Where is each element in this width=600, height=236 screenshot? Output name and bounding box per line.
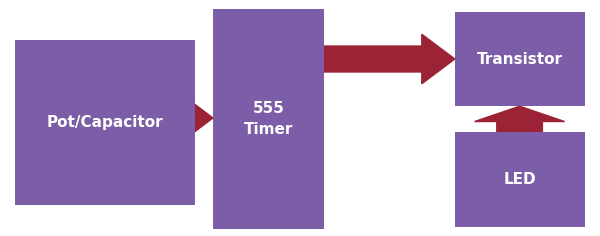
FancyArrow shape bbox=[324, 34, 455, 84]
Text: LED: LED bbox=[503, 172, 536, 187]
FancyBboxPatch shape bbox=[213, 9, 324, 229]
Text: Transistor: Transistor bbox=[477, 51, 563, 67]
FancyBboxPatch shape bbox=[15, 40, 195, 205]
FancyArrow shape bbox=[180, 93, 213, 143]
Text: 555
Timer: 555 Timer bbox=[244, 101, 293, 137]
FancyBboxPatch shape bbox=[455, 132, 585, 227]
Text: Pot/Capacitor: Pot/Capacitor bbox=[47, 115, 163, 130]
FancyArrow shape bbox=[475, 106, 565, 132]
FancyBboxPatch shape bbox=[455, 12, 585, 106]
